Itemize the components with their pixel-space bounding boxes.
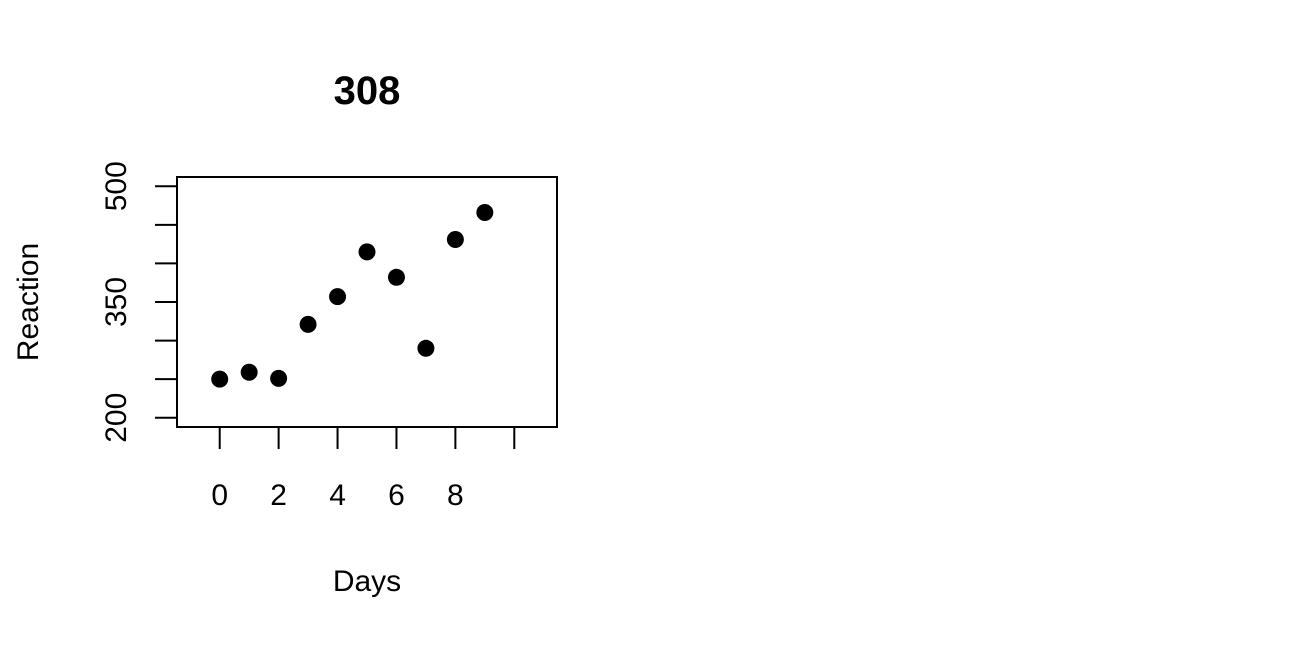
- y-axis: 200 350 500: [100, 161, 178, 443]
- data-point: [387, 268, 405, 286]
- data-point: [358, 243, 376, 261]
- data-point: [446, 231, 464, 248]
- x-axis-label: Days: [333, 565, 401, 598]
- x-tick-label: 4: [329, 479, 346, 512]
- chart-title: 308: [334, 69, 401, 113]
- x-tick-label: 0: [211, 479, 228, 512]
- data-point: [329, 288, 347, 306]
- data-point: [240, 363, 258, 381]
- plot-frame: [176, 176, 558, 428]
- data-point: [270, 369, 288, 387]
- data-point: [417, 339, 435, 357]
- data-point: [211, 370, 229, 388]
- y-axis-label: Reaction: [12, 243, 45, 361]
- data-points: [211, 203, 494, 388]
- y-tick-label: 500: [100, 161, 133, 211]
- x-tick-label: 2: [270, 479, 287, 512]
- data-point: [476, 203, 494, 221]
- x-axis: 0 2 4 6 8: [211, 426, 516, 512]
- x-tick-label: 6: [388, 479, 405, 512]
- x-tick-label: 8: [447, 479, 464, 512]
- data-point: [299, 315, 317, 333]
- y-tick-label: 200: [100, 393, 133, 443]
- y-tick-label: 350: [100, 277, 133, 327]
